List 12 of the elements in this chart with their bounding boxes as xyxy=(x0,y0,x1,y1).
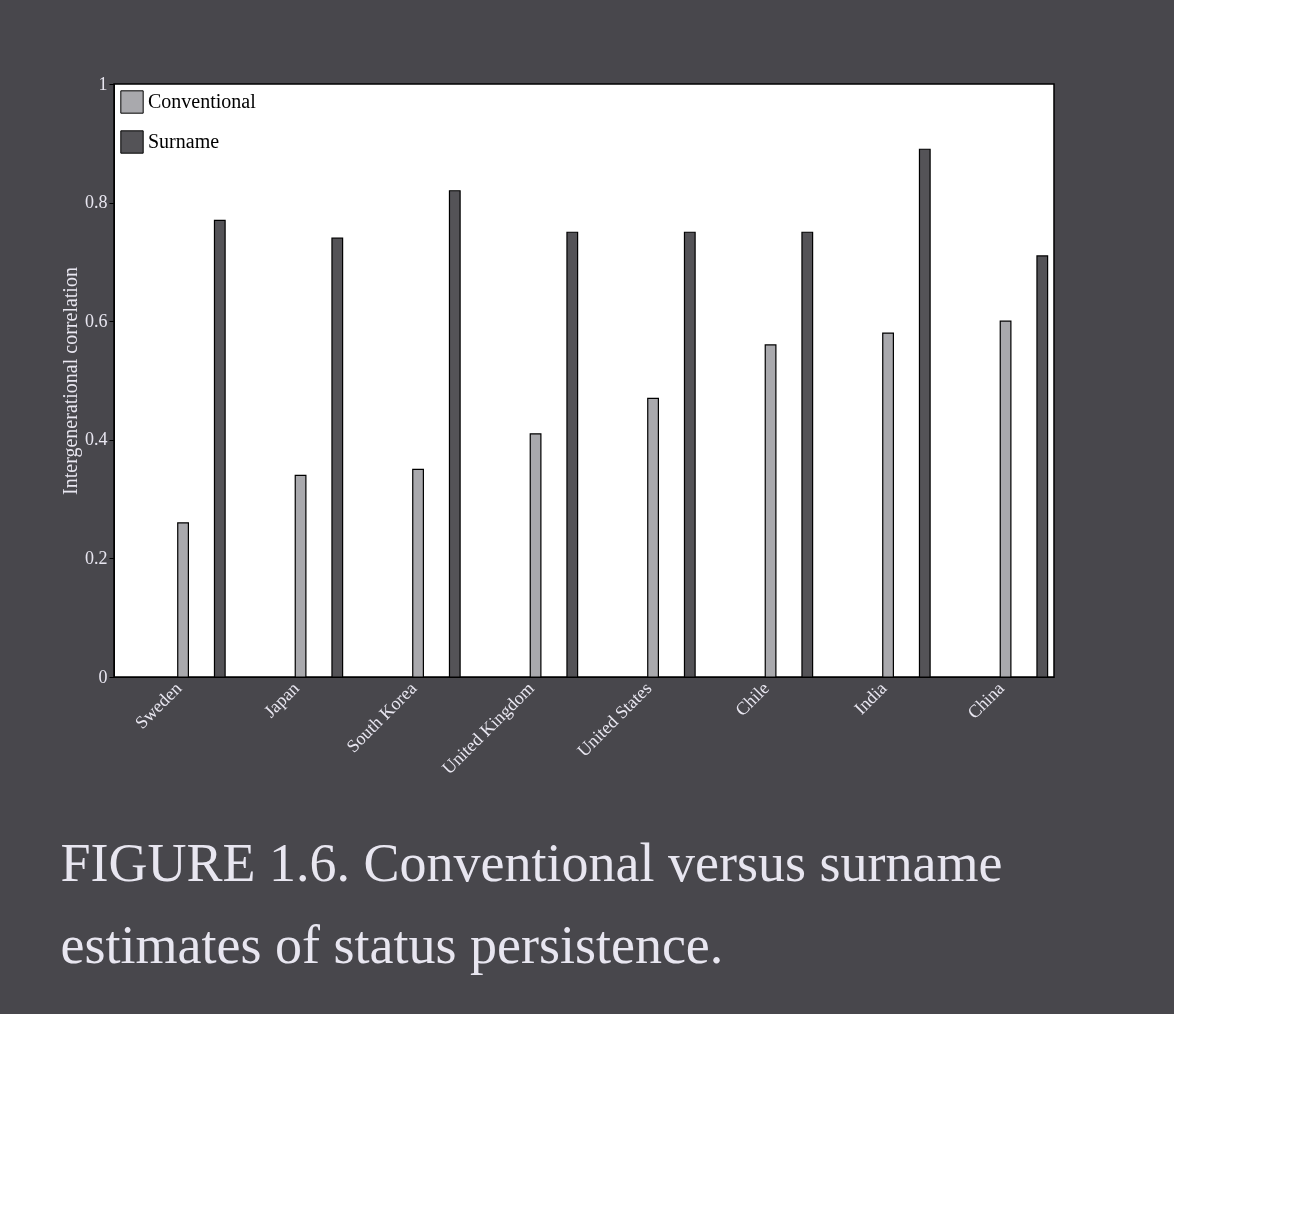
y-tick-label: 1 xyxy=(98,73,108,94)
x-tick-label: India xyxy=(850,678,891,719)
y-tick-label: 0.8 xyxy=(85,192,108,213)
legend-label: Surname xyxy=(148,130,220,152)
y-tick-label: 0 xyxy=(98,666,108,687)
y-tick-label: 0.4 xyxy=(85,429,108,450)
y-tick-label: 0.2 xyxy=(85,547,108,568)
y-axis-title: Intergenerational correlation xyxy=(59,267,82,495)
y-tick-label: 0.6 xyxy=(85,310,108,331)
caption: FIGURE 1.6. Conventional versus surname estimates of status persistence. xyxy=(60,832,1003,975)
x-tick-label: Chile xyxy=(731,678,773,720)
legend-label: Conventional xyxy=(148,90,257,112)
